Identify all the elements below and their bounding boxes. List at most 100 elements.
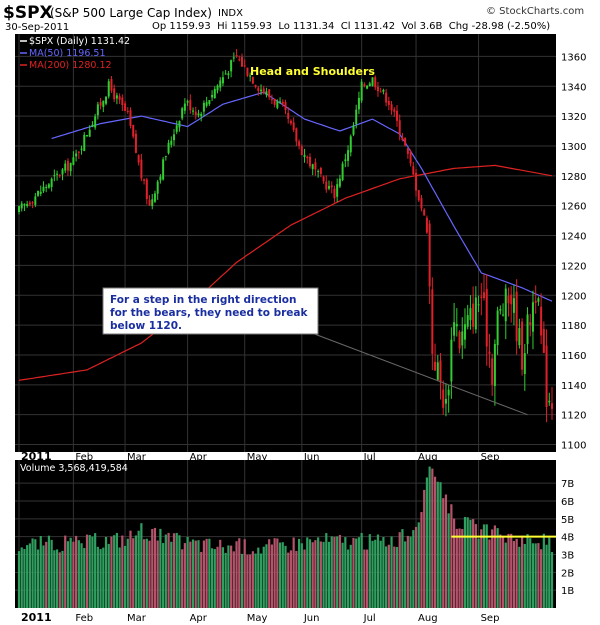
volume-bar [58, 552, 61, 608]
candle-body [466, 315, 469, 327]
candle-body [431, 289, 434, 354]
candle-body [499, 309, 502, 311]
candle-body [102, 100, 105, 107]
candle-body [118, 96, 121, 100]
candle-body [540, 306, 543, 336]
candle-body [219, 80, 222, 88]
volume-bar [123, 545, 127, 608]
volume-bar [39, 535, 42, 608]
candle-body [504, 288, 507, 322]
volume-bar [545, 544, 548, 608]
volume-bar [75, 535, 78, 608]
candle-body [31, 202, 34, 204]
candle-body [153, 193, 156, 202]
candle-body [113, 88, 116, 100]
volume-bar [153, 527, 157, 608]
volume-bar [140, 523, 143, 608]
candle-body [300, 146, 303, 156]
volume-bar [145, 538, 148, 608]
volume-bar [268, 539, 271, 608]
candle-body [276, 101, 279, 108]
head-and-shoulders-label: Head and Shoulders [250, 65, 375, 78]
candle-body [148, 200, 151, 206]
candle-body [401, 137, 404, 140]
candle-body [134, 133, 137, 153]
candle-body [64, 163, 67, 171]
volume-bar [137, 530, 140, 608]
volume-bar [319, 541, 322, 608]
candle-body [463, 324, 466, 340]
candle-body [360, 81, 363, 101]
volume-bar [376, 534, 380, 608]
candle-body [167, 142, 170, 154]
volume-bar [474, 524, 477, 608]
volume-tick-label: 3B [561, 551, 574, 562]
candle-body [477, 304, 480, 306]
candle-body [458, 331, 461, 349]
volume-bar [200, 551, 203, 608]
volume-bar [238, 538, 241, 608]
candle-body [303, 154, 306, 157]
volume-bar [409, 536, 412, 608]
month-tick-label: Feb [75, 452, 93, 463]
volume-bar [121, 535, 124, 608]
volume-bar [379, 540, 382, 608]
callout-text-line: For a step in the right direction [110, 294, 297, 306]
candle-body [224, 73, 227, 75]
volume-bar [346, 549, 350, 608]
candle-body [66, 160, 69, 171]
volume-bar [183, 543, 186, 608]
candle-body [493, 343, 496, 387]
volume-bar [96, 546, 99, 608]
volume-bar [289, 550, 293, 608]
month-tick-label: May [247, 613, 268, 624]
volume-bar [450, 504, 453, 608]
volume-bar [404, 541, 407, 608]
volume-bar [47, 535, 51, 608]
candle-body [260, 89, 263, 92]
candle-body [491, 358, 494, 385]
volume-bar [548, 537, 551, 608]
volume-bar [83, 548, 86, 608]
candle-body [328, 186, 331, 189]
candle-body [349, 136, 352, 153]
volume-bar [482, 524, 486, 608]
volume-bar [55, 549, 59, 608]
volume-bar [85, 534, 89, 608]
volume-bar [219, 539, 222, 608]
index-name: (S&P 500 Large Cap Index) [50, 6, 212, 20]
candle-body [178, 120, 181, 128]
volume-bar [197, 540, 200, 608]
volume-bar [526, 534, 529, 608]
volume-bar [382, 537, 385, 608]
volume-bar [398, 532, 401, 608]
volume-bar [453, 518, 456, 608]
volume-bar [463, 516, 467, 608]
candle-body [273, 98, 276, 105]
price-tick-label: 1180 [561, 321, 586, 332]
month-tick-label: Jun [303, 613, 320, 624]
volume-bar [159, 528, 162, 608]
volume-bar [518, 546, 521, 608]
volume-bar [390, 536, 393, 608]
candle-body [352, 125, 355, 135]
volume-bar [485, 524, 488, 608]
volume-bar [115, 532, 118, 608]
volume-bar [178, 535, 181, 608]
candle-body [461, 331, 464, 346]
op-label: Op [152, 21, 167, 32]
price-tick-label: 1240 [561, 232, 586, 243]
volume-bar [455, 528, 458, 608]
volume-bar [431, 468, 434, 608]
volume-bar [480, 529, 483, 608]
candle-body [85, 135, 88, 137]
candle-body [436, 362, 439, 380]
volume-bar [191, 539, 195, 608]
candle-body [341, 163, 344, 180]
volume-bar [295, 550, 298, 608]
volume-bar [338, 534, 341, 608]
candle-body [537, 298, 540, 302]
volume-bar [493, 525, 496, 608]
volume-bar [461, 528, 464, 608]
candle-body [61, 169, 64, 175]
